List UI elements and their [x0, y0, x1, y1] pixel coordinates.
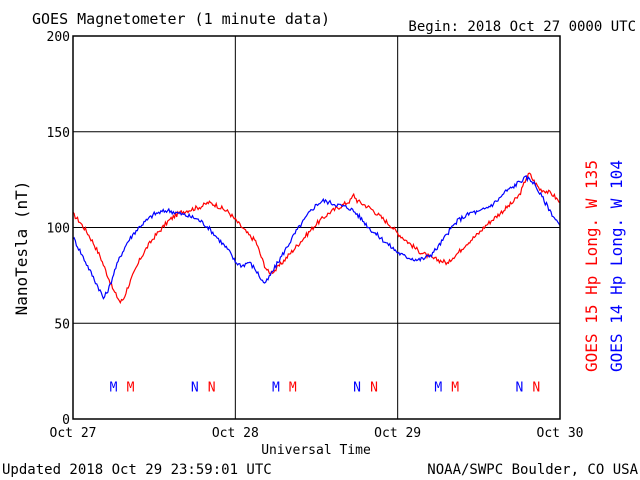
legend-goes15: GOES 15 Hp Long. W 135 [582, 160, 601, 372]
plot-frame [72, 35, 561, 420]
series-layer [72, 172, 561, 305]
begin-time: Begin: 2018 Oct 27 0000 UTC [408, 19, 636, 35]
event-marker-m: M [127, 380, 135, 395]
event-marker-n: N [353, 380, 361, 395]
y-tick-label: 100 [47, 222, 70, 237]
event-marker-m: M [434, 380, 442, 395]
event-marker-n: N [532, 380, 540, 395]
event-marker-m: M [272, 380, 280, 395]
event-marker-n: N [370, 380, 378, 395]
y-axis-label: NanoTesla (nT) [12, 181, 31, 316]
x-tick-label: Oct 30 [537, 426, 584, 441]
event-marker-m: M [289, 380, 297, 395]
event-marker-n: N [516, 380, 524, 395]
y-tick-label: 0 [62, 413, 70, 428]
y-tick-label: 50 [54, 317, 70, 332]
legend-goes14: GOES 14 Hp Long. W 104 [607, 160, 626, 372]
y-tick-label: 150 [47, 126, 70, 141]
y-tick-label: 200 [47, 30, 70, 45]
grid-lines [73, 36, 560, 419]
series-line-goes15 [72, 172, 561, 305]
x-tick-label: Oct 28 [212, 426, 259, 441]
x-tick-label: Oct 27 [50, 426, 97, 441]
x-tick-labels: Oct 27 Oct 28 Oct 29 Oct 30 [50, 426, 584, 441]
updated-timestamp: Updated 2018 Oct 29 23:59:01 UTC [2, 462, 272, 478]
event-marker-m: M [110, 380, 118, 395]
event-marker-n: N [208, 380, 216, 395]
x-axis-label: Universal Time [261, 443, 371, 458]
series-line-goes14 [72, 175, 561, 300]
credit-label: NOAA/SWPC Boulder, CO USA [427, 462, 638, 478]
event-marker-n: N [191, 380, 199, 395]
x-tick-label: Oct 29 [374, 426, 421, 441]
chart-title: GOES Magnetometer (1 minute data) [32, 10, 330, 28]
y-tick-labels: 0 50 100 150 200 [47, 30, 70, 428]
event-marker-m: M [451, 380, 459, 395]
